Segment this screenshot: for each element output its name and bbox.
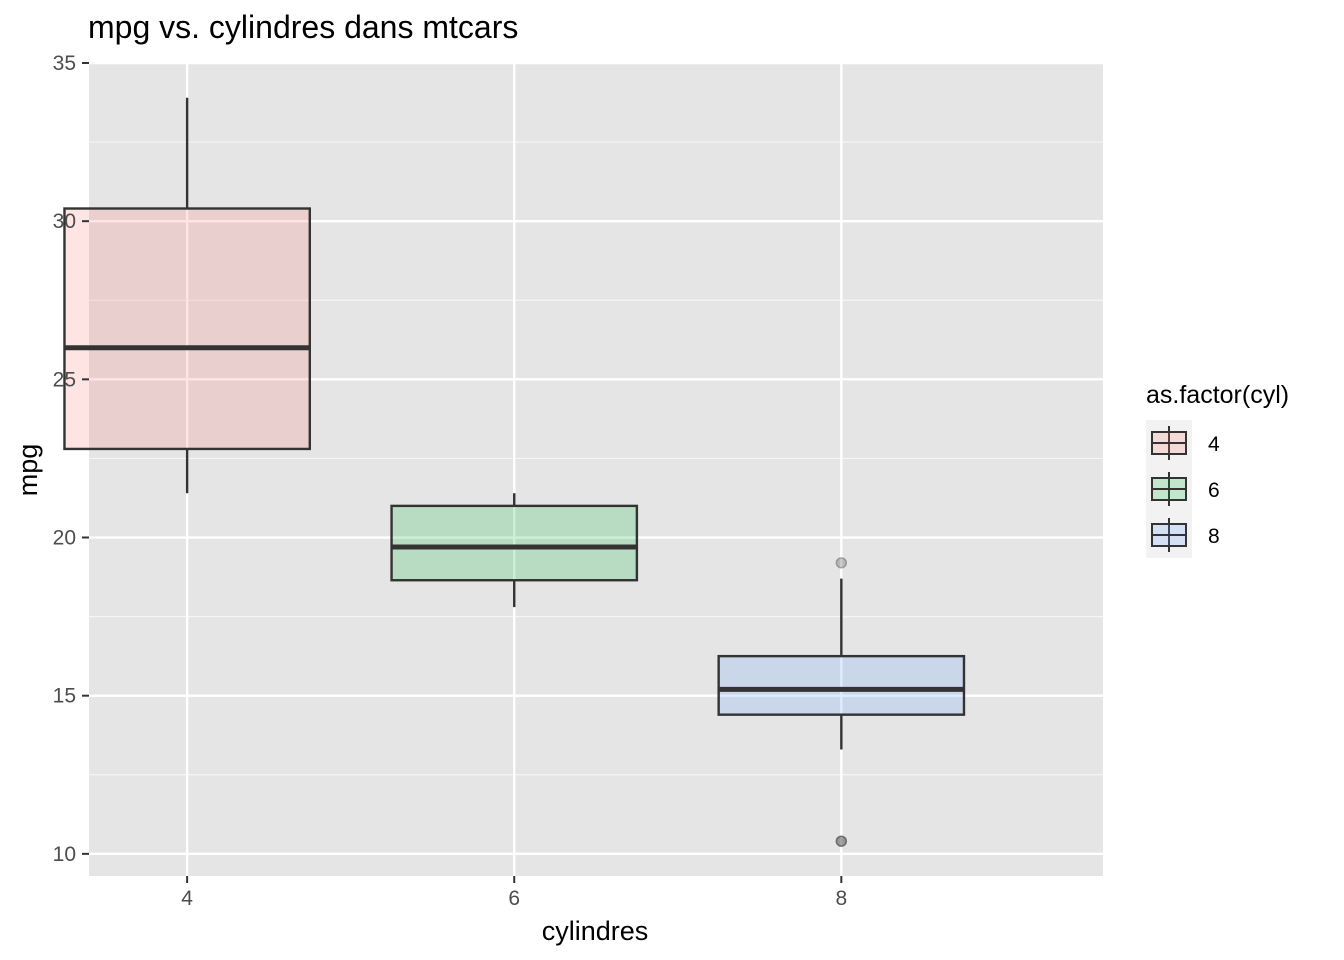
y-axis: 10 15 20 25 30 35	[53, 52, 89, 866]
box-group-4	[63, 97, 311, 494]
x-axis: 4 6 8	[181, 876, 847, 910]
box-group-6	[390, 493, 639, 608]
y-tick-label: 35	[53, 52, 76, 75]
y-axis-title: mpg	[13, 444, 43, 497]
x-axis-title: cylindres	[542, 916, 649, 946]
outlier-point	[835, 835, 848, 847]
plot-panel	[89, 63, 1103, 876]
legend-label: 6	[1208, 479, 1220, 502]
x-tick-label: 6	[508, 887, 520, 910]
y-tick-label: 10	[53, 843, 76, 866]
legend-label: 4	[1208, 433, 1220, 456]
y-tick-label: 20	[53, 527, 76, 550]
boxes	[63, 97, 966, 847]
y-tick-label: 25	[53, 368, 76, 391]
legend-title: as.factor(cyl)	[1146, 381, 1289, 409]
y-tick-label: 15	[53, 685, 76, 708]
x-tick-label: 4	[181, 887, 193, 910]
outlier-point	[835, 835, 848, 847]
box	[63, 207, 311, 451]
legend-label: 8	[1208, 525, 1220, 548]
x-tick-label: 8	[835, 887, 847, 910]
box	[717, 654, 966, 716]
legend: as.factor(cyl) 4 6 8	[1146, 381, 1289, 558]
box	[390, 504, 639, 582]
y-tick-label: 30	[53, 210, 76, 233]
chart-title: mpg vs. cylindres dans mtcars	[88, 9, 518, 45]
box-group-8	[717, 557, 966, 847]
outlier-point	[835, 557, 848, 569]
